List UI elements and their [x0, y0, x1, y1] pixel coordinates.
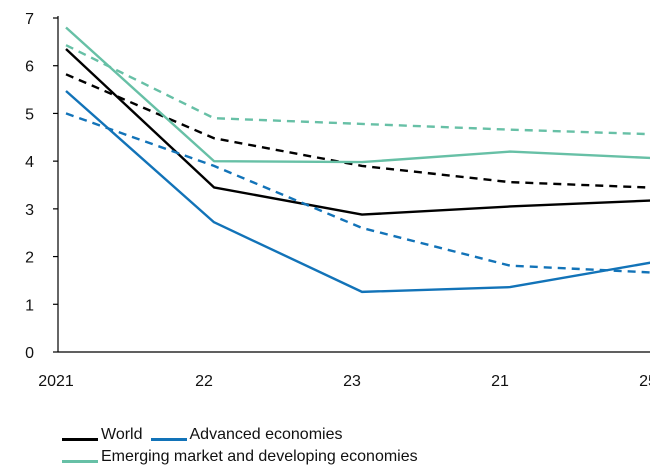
x-tick-label: 23 — [343, 373, 361, 390]
series-line-world-solid — [65, 48, 650, 216]
series-line-world-dashed — [65, 73, 650, 189]
y-tick-label: 2 — [25, 250, 34, 267]
x-tick-labels: 2021 22 23 21 25 — [38, 373, 650, 390]
y-tick-label: 3 — [25, 202, 34, 219]
axes — [57, 16, 650, 353]
x-tick-label: 22 — [195, 373, 213, 390]
y-tick-label: 5 — [25, 106, 34, 123]
legend-label-emerging-market: Emerging market and developing economies — [101, 448, 418, 465]
legend-item-world: World — [62, 424, 143, 446]
legend-row-1: World Advanced economies — [62, 424, 426, 446]
x-tick-label: 21 — [491, 373, 509, 390]
legend-swatch-advanced-economies — [150, 438, 187, 441]
legend-item-advanced-economies: Advanced economies — [150, 424, 343, 446]
legend: World Advanced economies Emerging market… — [62, 424, 426, 468]
legend-item-emerging-market: Emerging market and developing economies — [62, 446, 418, 468]
series-line-emerging-market-and-developing-economies-solid — [65, 26, 650, 164]
y-tick-label: 4 — [25, 154, 34, 171]
legend-label-advanced-economies: Advanced economies — [189, 426, 343, 443]
legend-swatch-emerging-market — [62, 460, 98, 463]
x-tick-label: 2021 — [38, 373, 74, 390]
y-tick-label: 0 — [25, 345, 34, 362]
series-line-advanced-economies-solid — [65, 90, 650, 294]
legend-label-world: World — [101, 426, 143, 443]
y-ticks: 0 1 2 3 4 5 6 7 — [25, 11, 58, 362]
x-tick-label: 25 — [639, 373, 650, 390]
series-lines — [65, 26, 650, 294]
series-line-emerging-market-and-developing-economies-dashed — [65, 44, 650, 136]
y-tick-label: 7 — [25, 11, 34, 28]
legend-row-2: Emerging market and developing economies — [62, 446, 426, 468]
series-line-advanced-economies-dashed — [65, 112, 650, 274]
y-tick-label: 1 — [25, 297, 34, 314]
y-tick-label: 6 — [25, 59, 34, 76]
legend-swatch-world — [62, 438, 98, 441]
